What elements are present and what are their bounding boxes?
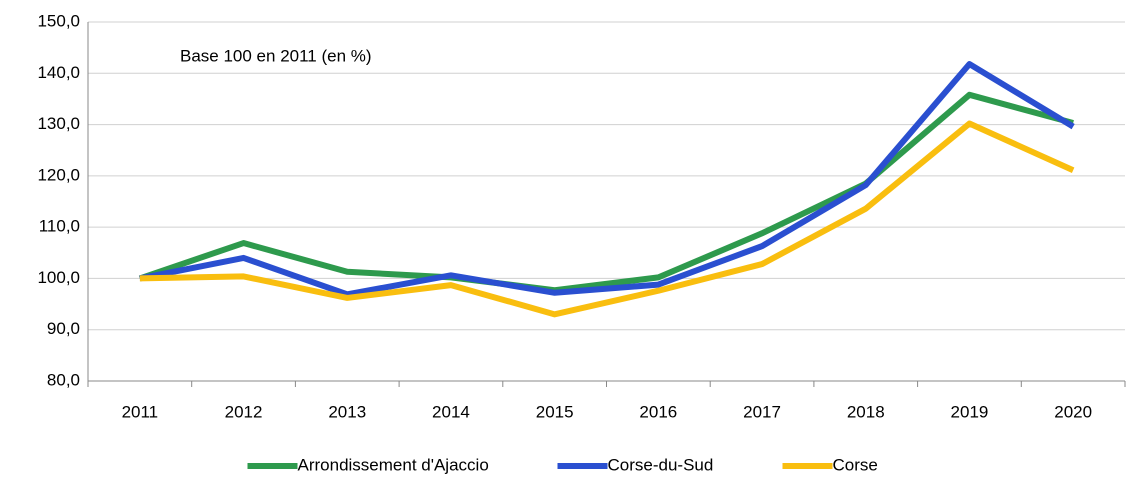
x-tick-label: 2016 bbox=[639, 402, 677, 421]
x-tick-label: 2014 bbox=[432, 402, 470, 421]
y-tick-label: 100,0 bbox=[37, 268, 80, 287]
y-tick-label: 90,0 bbox=[47, 319, 80, 338]
y-tick-label: 110,0 bbox=[39, 217, 80, 236]
x-tick-label: 2011 bbox=[122, 402, 159, 421]
x-tick-label: 2012 bbox=[225, 402, 263, 421]
series-line bbox=[139, 120, 1075, 318]
x-tick-label: 2020 bbox=[1054, 402, 1092, 421]
y-tick-label: 150,0 bbox=[37, 11, 80, 30]
legend-label: Corse-du-Sud bbox=[608, 455, 714, 474]
y-tick-label: 80,0 bbox=[47, 370, 80, 389]
x-tick-label: 2019 bbox=[951, 402, 989, 421]
x-tick-label: 2018 bbox=[847, 402, 885, 421]
series-line bbox=[139, 61, 1075, 298]
x-tick-label: 2013 bbox=[328, 402, 366, 421]
legend-label: Arrondissement d'Ajaccio bbox=[298, 455, 489, 474]
annotation: Base 100 en 2011 (en %) bbox=[180, 46, 372, 65]
y-tick-label: 130,0 bbox=[37, 114, 80, 133]
x-tick-label: 2015 bbox=[536, 402, 574, 421]
legend-label: Corse bbox=[833, 455, 878, 474]
series-line bbox=[138, 91, 1074, 294]
x-tick-label: 2017 bbox=[743, 402, 781, 421]
y-tick-label: 140,0 bbox=[37, 63, 80, 82]
y-tick-label: 120,0 bbox=[37, 165, 80, 184]
